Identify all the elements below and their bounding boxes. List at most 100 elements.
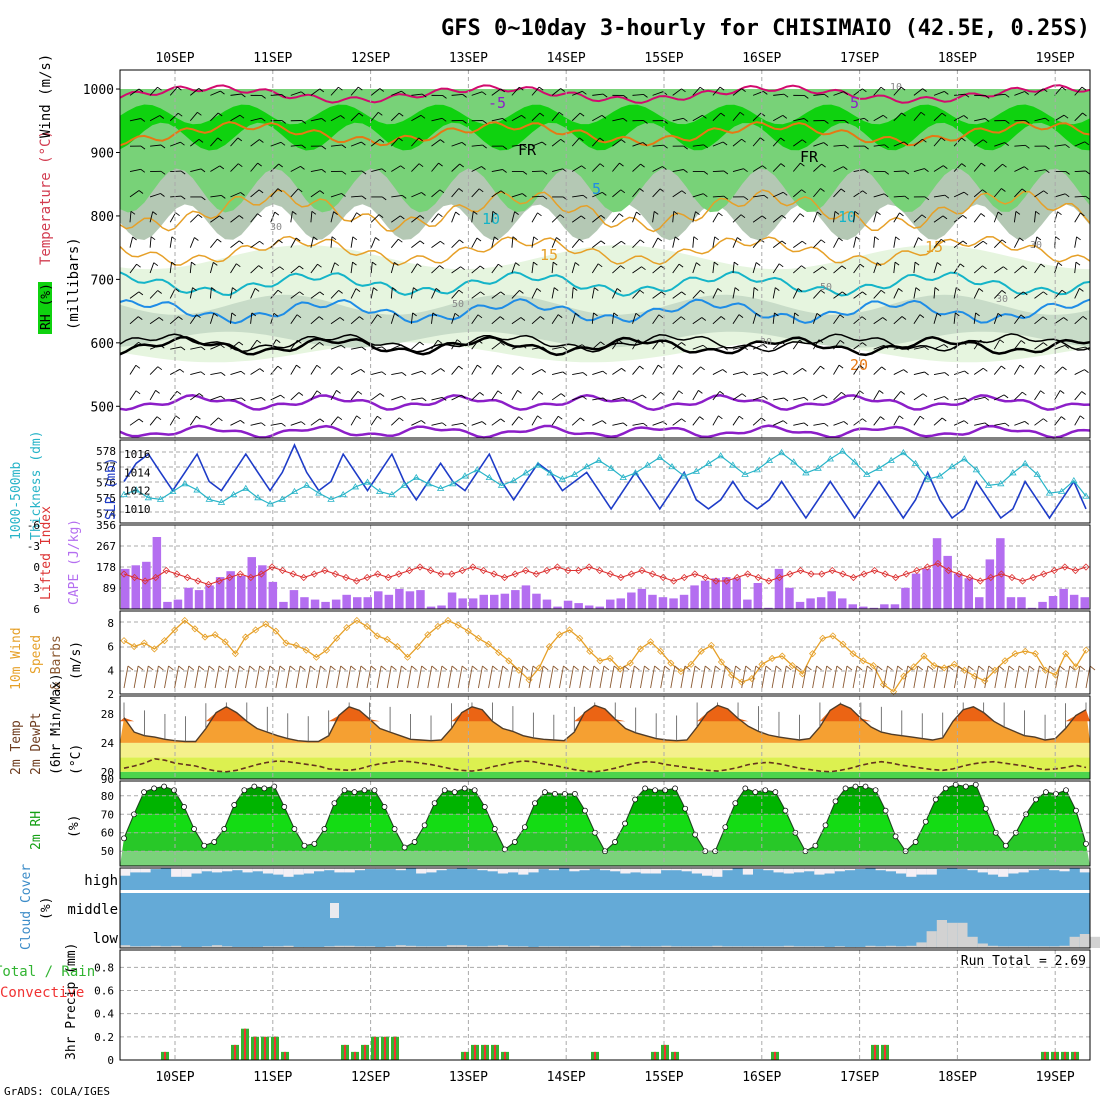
wind-barb-flag	[379, 393, 385, 397]
wind10-point	[414, 643, 422, 651]
wind-barb	[692, 289, 701, 299]
wind-barb-flag	[924, 168, 929, 172]
wind10-barb-flag	[1018, 665, 1025, 671]
lifted-index-point	[627, 570, 635, 578]
wind-barb-flag	[839, 314, 845, 319]
wind-barb-flag	[537, 212, 542, 217]
wind10-barb	[1004, 665, 1010, 689]
wind10-barb	[518, 665, 524, 689]
wind-barb	[551, 287, 555, 299]
wind-barb-flag	[238, 215, 244, 219]
wind-barb	[230, 370, 242, 375]
wind-barb	[551, 237, 557, 248]
wind-barb	[250, 139, 260, 147]
wind-barb	[431, 422, 443, 426]
wind10-barb	[721, 665, 726, 689]
wind-barb	[471, 421, 483, 426]
wind-barb-flag	[462, 94, 467, 98]
lifted-index-point	[818, 570, 826, 578]
lifted-index-point	[384, 573, 392, 582]
cloud-high-gap	[977, 868, 988, 873]
wind-barb	[350, 141, 362, 147]
wind-barb-flag	[140, 168, 146, 173]
chart-title: GFS 0~10day 3-hourly for CHISIMAIO (42.5…	[441, 16, 1090, 41]
cloud-low-bar	[528, 946, 539, 948]
wind-barb	[772, 163, 782, 172]
wind-barb	[411, 137, 420, 147]
thickness-point	[217, 498, 226, 505]
wind-barb	[873, 193, 885, 198]
wind-barb	[451, 239, 460, 248]
thickness-point	[668, 462, 676, 470]
wind-barb	[1034, 211, 1037, 223]
wind-barb-flag	[135, 364, 141, 369]
wind10-barb	[629, 665, 635, 689]
cloud-low-bar	[824, 946, 835, 948]
precip-tick-label: 0	[107, 1054, 114, 1067]
cloud-low-bar	[365, 946, 376, 948]
wind-barb	[913, 287, 917, 299]
wind-barb-flag	[156, 416, 162, 421]
wind-barb-flag	[502, 118, 507, 122]
wind-barb-flag	[883, 344, 889, 349]
wind-barb-flag	[200, 371, 206, 376]
rh-point	[722, 824, 729, 831]
wind-barb	[431, 240, 441, 249]
cloud-low-bar	[252, 946, 263, 948]
wind-barb-flag	[862, 418, 867, 423]
rh-point	[251, 783, 258, 790]
wind10-barb-flag	[127, 665, 134, 671]
cape-bar	[184, 587, 193, 609]
wind-barb	[390, 137, 399, 147]
rh-point	[922, 818, 929, 825]
wind-barb-flag	[552, 261, 558, 266]
wind-barb	[672, 342, 682, 350]
wind-barb	[612, 422, 624, 426]
lifted-index-point	[469, 563, 477, 571]
precip-convective-bar	[464, 1051, 466, 1060]
wind-barb-flag	[619, 162, 624, 167]
wind-barb	[330, 86, 339, 96]
wind-barb	[652, 91, 664, 96]
cape-bar	[1059, 588, 1068, 609]
cape-bar	[395, 588, 404, 609]
cloud-low-bar	[211, 945, 223, 948]
cloud-low-bar	[314, 946, 325, 948]
wind-barb	[370, 237, 376, 248]
wind-barb	[913, 138, 923, 147]
thickness-point	[643, 461, 652, 468]
temp-tick-label: 28	[101, 708, 114, 721]
wind-barb-flag	[778, 263, 784, 268]
wind-barb-flag	[256, 339, 262, 344]
lifted-index-point	[532, 570, 540, 578]
wind-barb-flag	[1002, 163, 1007, 168]
wind-barb	[893, 316, 903, 325]
lifted-index-point	[923, 563, 931, 571]
thickness-point	[838, 447, 847, 454]
wind-barb	[692, 390, 699, 401]
wind-barb	[772, 263, 780, 274]
wind10-barb-flag	[370, 665, 377, 671]
rh-point	[552, 791, 558, 797]
rh-point	[371, 787, 378, 794]
cloud-high-gap	[599, 868, 611, 871]
cloud-low-bar	[865, 945, 876, 948]
thickness-point	[546, 469, 554, 476]
wind10-barb-flag	[775, 665, 782, 671]
wind-barb	[572, 194, 584, 198]
wind-barb-flag	[478, 188, 484, 193]
lifted-index-point	[712, 577, 720, 585]
cape-bar	[785, 587, 794, 609]
wind-barb-flag	[277, 289, 283, 294]
cloud-high-gap	[691, 868, 702, 874]
cloud-low-bar	[559, 946, 570, 948]
cape-bar	[247, 557, 256, 609]
wind-barb	[230, 263, 237, 274]
cape-bar	[627, 592, 636, 609]
wind-barb	[371, 371, 383, 375]
wind-barb	[1054, 193, 1066, 198]
thickness-point	[1045, 489, 1054, 496]
wind-barb-flag	[518, 416, 523, 421]
wind-barb-flag	[699, 416, 704, 420]
wind-barb-flag	[360, 369, 366, 373]
